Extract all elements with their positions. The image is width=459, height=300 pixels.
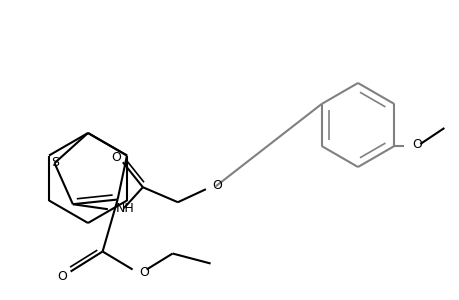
Text: O: O bbox=[57, 270, 67, 283]
Text: O: O bbox=[411, 139, 421, 152]
Text: NH: NH bbox=[116, 202, 134, 215]
Text: S: S bbox=[51, 156, 59, 169]
Text: O: O bbox=[111, 151, 121, 164]
Text: O: O bbox=[212, 179, 221, 192]
Text: O: O bbox=[140, 266, 149, 279]
